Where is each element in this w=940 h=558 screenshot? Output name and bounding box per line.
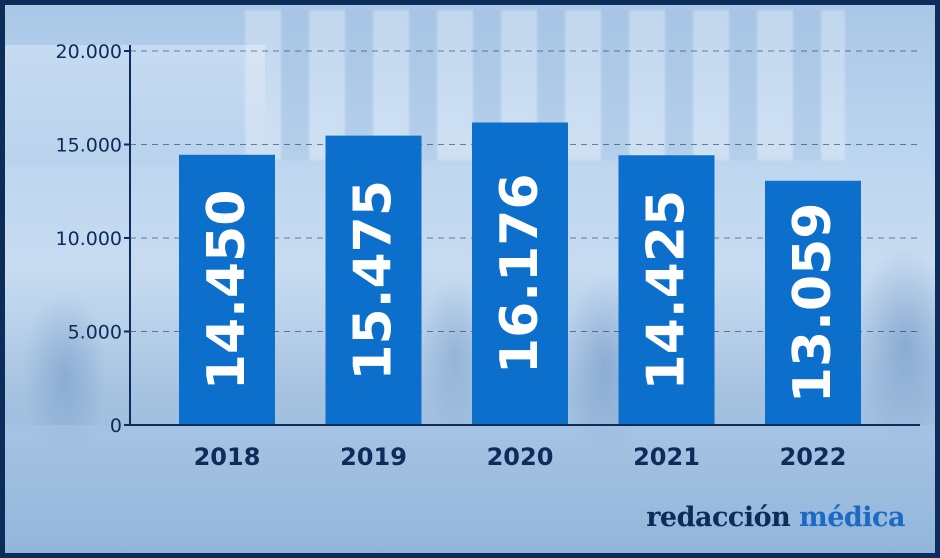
brand-word-medica: médica bbox=[799, 502, 905, 533]
x-tick-label: 2021 bbox=[633, 443, 700, 471]
y-tick-labels: 0 5.000 10.000 15.000 20.000 bbox=[56, 41, 122, 437]
bar-2021 bbox=[618, 155, 715, 425]
y-tick-label: 15.000 bbox=[56, 135, 122, 157]
bar-2020 bbox=[472, 122, 568, 426]
background-photo-ground bbox=[5, 425, 935, 553]
x-tick-label: 2018 bbox=[194, 443, 261, 471]
bar-value-label: 16.176 bbox=[490, 173, 550, 374]
bar-value-label: 13.059 bbox=[783, 203, 843, 404]
y-tick-label: 10.000 bbox=[56, 228, 122, 250]
bar-2019 bbox=[325, 135, 422, 425]
bar-value-label: 15.475 bbox=[344, 180, 404, 381]
axes bbox=[124, 45, 920, 426]
bar-2022 bbox=[765, 180, 861, 425]
brand-logo: redacción médica bbox=[646, 502, 905, 533]
y-tick-label: 0 bbox=[110, 415, 122, 437]
y-tick-label: 5.000 bbox=[68, 322, 122, 344]
x-tick-label: 2020 bbox=[487, 443, 554, 471]
bar-2018 bbox=[179, 154, 275, 425]
bar-value-label: 14.450 bbox=[197, 190, 257, 391]
bar-value-label: 14.425 bbox=[637, 190, 697, 391]
bar-chart: 14.450 15.475 16.176 14.425 13.059 0 5.000 10.… bbox=[56, 41, 920, 471]
x-tick-labels: 2018 2019 2020 2021 2022 bbox=[194, 443, 847, 471]
y-tick-label: 20.000 bbox=[56, 41, 122, 63]
x-tick-label: 2019 bbox=[340, 443, 407, 471]
x-tick-label: 2022 bbox=[780, 443, 847, 471]
bars: 14.450 15.475 16.176 14.425 13.059 bbox=[179, 122, 861, 426]
brand-word-redaccion: redacción bbox=[646, 502, 791, 533]
